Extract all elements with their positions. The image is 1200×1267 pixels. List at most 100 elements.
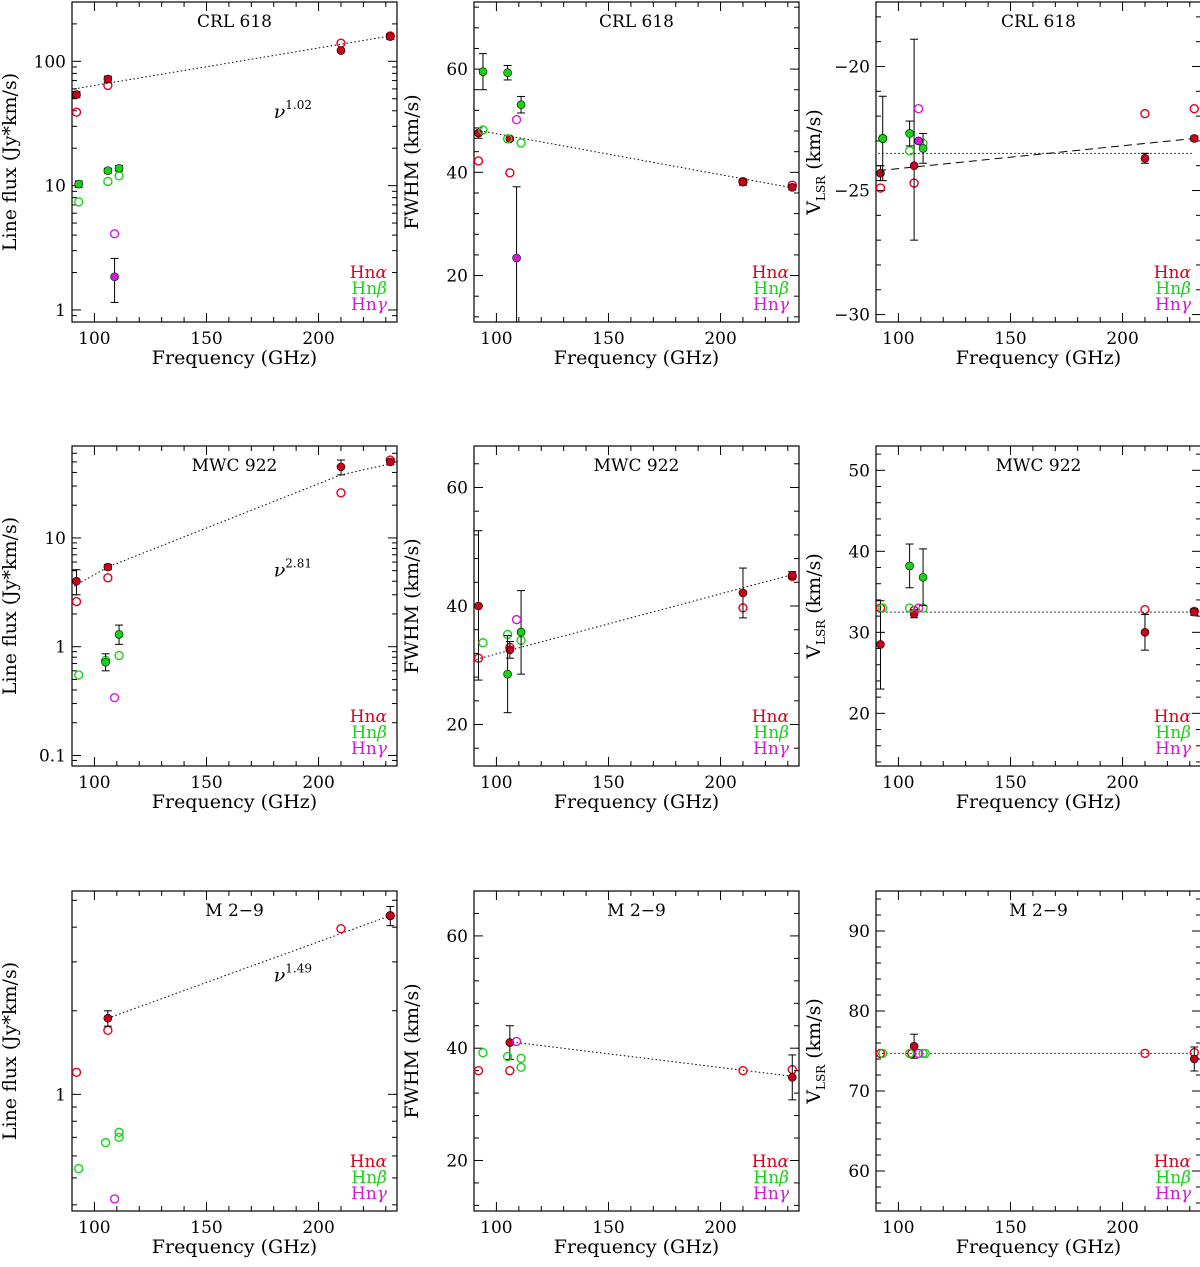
legend-entry: Hnβ xyxy=(1155,279,1191,299)
y-tick-label: 20 xyxy=(446,267,468,287)
legend-entry: Hnα xyxy=(752,1152,790,1172)
y-tick-label: 80 xyxy=(848,1002,870,1022)
data-point-filled xyxy=(909,1041,919,1051)
data-point-filled xyxy=(336,46,346,55)
legend-entry: Hnβ xyxy=(351,723,387,743)
data-point-open xyxy=(505,168,515,178)
legend-entry: Hnα xyxy=(752,263,790,283)
x-tick-label: 100 xyxy=(882,329,914,349)
y-tick-label: 30 xyxy=(848,623,870,643)
data-point-open xyxy=(904,146,915,156)
power-law-label: ν2.81 xyxy=(274,557,312,582)
data-point-open xyxy=(913,1048,924,1059)
y-axis-label: Line flux (Jy*km/s) xyxy=(0,73,21,251)
fit-line xyxy=(476,129,793,189)
y-axis-label: VLSR (km/s) xyxy=(803,553,828,660)
data-point-filled xyxy=(876,168,885,178)
x-axis-label: Frequency (GHz) xyxy=(956,347,1121,369)
y-tick-label: 40 xyxy=(446,1039,468,1059)
legend-entry: Hnγ xyxy=(351,739,388,759)
x-tick-label: 200 xyxy=(1106,773,1138,793)
data-point-filled xyxy=(876,640,885,649)
data-point-open xyxy=(100,1137,111,1148)
data-point-open xyxy=(516,138,526,148)
x-tick-label: 150 xyxy=(190,773,222,793)
y-tick-label: 20 xyxy=(446,716,468,736)
data-point-open xyxy=(511,1036,522,1047)
x-tick-label: 200 xyxy=(704,329,736,349)
data-point-open xyxy=(109,692,120,703)
x-tick-label: 150 xyxy=(994,1218,1026,1238)
data-point-open xyxy=(878,603,888,613)
legend-entry: Hnβ xyxy=(753,279,789,299)
data-point-filled xyxy=(503,669,512,679)
fit-line xyxy=(73,463,391,587)
data-point-open xyxy=(511,614,522,625)
data-point-filled xyxy=(114,163,124,173)
data-point-filled xyxy=(478,67,488,76)
data-point-filled xyxy=(72,90,81,99)
y-axis-label: FWHM (km/s) xyxy=(401,983,423,1118)
panel-title: MWC 922 xyxy=(996,456,1082,476)
data-point-open xyxy=(1140,1048,1150,1059)
legend-entry: Hnα xyxy=(752,707,790,727)
x-tick-label: 150 xyxy=(190,329,222,349)
panel-title: CRL 618 xyxy=(1001,12,1076,32)
panel-title: M 2−9 xyxy=(205,901,264,921)
x-tick-label: 200 xyxy=(1106,329,1138,349)
data-point-filled xyxy=(1189,134,1199,143)
data-point-filled xyxy=(512,253,521,263)
x-axis-label: Frequency (GHz) xyxy=(152,1236,317,1258)
x-axis-label: Frequency (GHz) xyxy=(554,347,719,369)
y-tick-label: 10 xyxy=(44,529,66,549)
data-point-open xyxy=(904,1048,915,1059)
x-axis-label: Frequency (GHz) xyxy=(554,1236,719,1258)
data-point-open xyxy=(913,103,924,114)
y-tick-label: 10 xyxy=(44,177,66,197)
data-point-open xyxy=(103,1025,113,1036)
data-point-open xyxy=(114,650,124,661)
plot-area xyxy=(474,1025,797,1101)
y-tick-label: −25 xyxy=(834,182,870,202)
x-axis-label: Frequency (GHz) xyxy=(956,791,1121,813)
x-tick-label: 200 xyxy=(704,773,736,793)
data-point-open xyxy=(336,38,346,48)
data-point-filled xyxy=(103,1013,113,1023)
y-tick-label: 50 xyxy=(848,461,870,481)
y-tick-label: 40 xyxy=(446,163,468,183)
data-point-open xyxy=(114,171,124,181)
legend-entry: Hnβ xyxy=(753,723,789,743)
plot-area xyxy=(876,1033,1199,1072)
legend-entry: Hnα xyxy=(1154,707,1192,727)
y-axis-label: FWHM (km/s) xyxy=(401,538,423,673)
data-point-filled xyxy=(787,182,797,192)
y-tick-label: 90 xyxy=(848,922,870,942)
x-tick-label: 150 xyxy=(190,1218,222,1238)
data-point-filled xyxy=(905,561,914,571)
panel-title: M 2−9 xyxy=(1009,901,1068,921)
data-point-open xyxy=(502,1051,513,1062)
x-axis-label: Frequency (GHz) xyxy=(152,791,317,813)
x-axis-label: Frequency (GHz) xyxy=(152,347,317,369)
data-point-filled xyxy=(336,462,346,472)
data-point-open xyxy=(516,1053,526,1063)
y-tick-label: 20 xyxy=(446,1151,468,1171)
data-point-open xyxy=(876,183,886,193)
y-tick-label: 40 xyxy=(848,542,870,562)
data-point-filled xyxy=(385,32,395,41)
data-point-filled xyxy=(914,136,923,146)
data-point-open xyxy=(511,114,522,125)
legend-entry: Hnγ xyxy=(1155,295,1192,315)
data-point-open xyxy=(474,1065,484,1076)
fit-line xyxy=(516,1042,793,1077)
y-tick-label: 1 xyxy=(55,1085,66,1105)
legend-entry: Hnα xyxy=(1154,1152,1192,1172)
y-tick-label: 0.1 xyxy=(39,746,66,766)
data-point-filled xyxy=(918,144,928,153)
y-tick-label: −30 xyxy=(834,306,870,326)
legend-entry: Hnγ xyxy=(753,739,790,759)
